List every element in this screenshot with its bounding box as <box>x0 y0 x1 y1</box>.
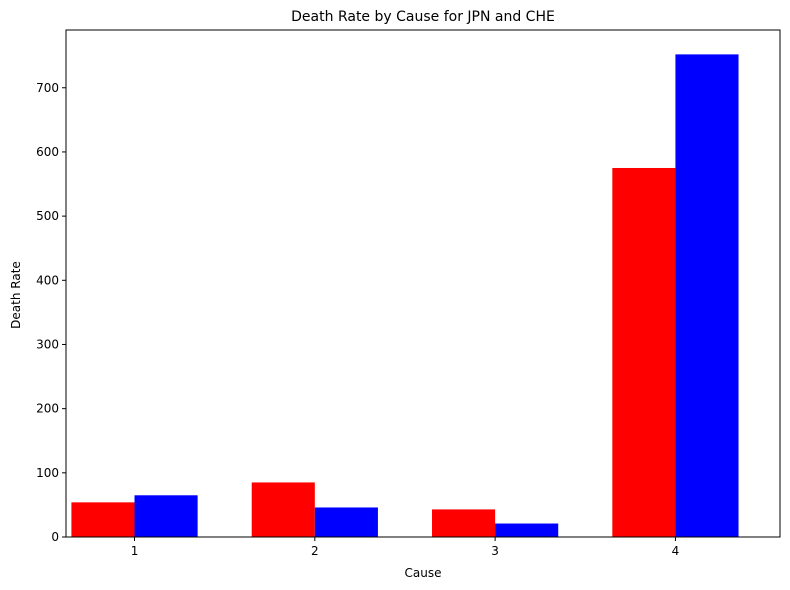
bar-series-2-cause-2 <box>314 507 378 537</box>
y-tick-label: 700 <box>36 81 59 95</box>
y-tick-label: 500 <box>36 209 59 223</box>
x-tick-label: 3 <box>491 544 499 558</box>
bar-series-1-cause-1 <box>71 502 135 537</box>
bar-series-2-cause-3 <box>495 523 559 537</box>
y-tick-label: 0 <box>51 530 59 544</box>
y-tick-label: 100 <box>36 466 59 480</box>
bar-series-2-cause-1 <box>134 495 198 537</box>
plot-frame <box>65 29 781 538</box>
y-tick-label: 400 <box>36 273 59 287</box>
plot-area: 0 100 200 300 400 500 600 700 1 2 3 4 <box>36 29 781 558</box>
y-tick-label: 600 <box>36 145 59 159</box>
y-axis-label: Death Rate <box>9 261 23 329</box>
y-tick-label: 200 <box>36 402 59 416</box>
bar-series-2-cause-4 <box>675 54 739 538</box>
x-axis-label: Cause <box>405 566 442 580</box>
bar-series-1-cause-3 <box>432 509 496 537</box>
y-tick-label: 300 <box>36 337 59 351</box>
x-tick-label: 1 <box>131 544 139 558</box>
bar-series-1-cause-4 <box>612 167 676 537</box>
bar-series-1-cause-2 <box>251 482 315 537</box>
x-tick-label: 4 <box>672 544 680 558</box>
chart-title: Death Rate by Cause for JPN and CHE <box>291 9 555 25</box>
x-tick-label: 2 <box>311 544 319 558</box>
